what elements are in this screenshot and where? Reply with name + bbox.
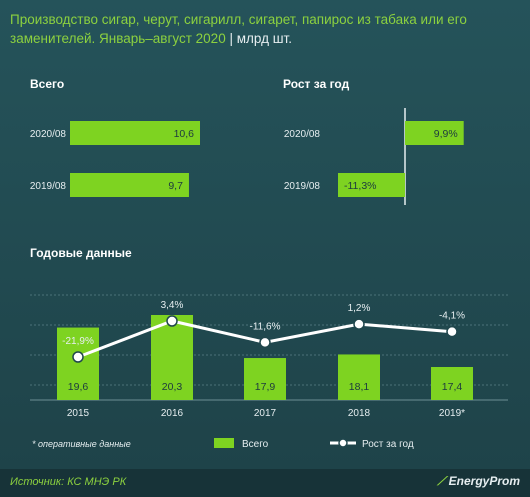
footer: Источник: КС МНЭ РК ⟋ EnergyProm (0, 469, 530, 497)
annual-category-label: 2015 (67, 408, 90, 419)
annual-category-label: 2019* (439, 408, 465, 419)
annual-bar (244, 358, 286, 400)
annual-category-label: 2016 (161, 408, 184, 419)
growth-point-label: -4,1% (439, 311, 465, 322)
annual-bar-label: 18,1 (349, 381, 370, 393)
growth-point (166, 315, 178, 327)
annual-bar (431, 367, 473, 400)
section-title-total: Всего (30, 77, 65, 91)
legend-bar-label: Всего (242, 439, 269, 450)
growth-point-label: -21,9% (62, 336, 94, 347)
total-bar-label: 9,7 (168, 180, 183, 192)
total-category-label: 2020/08 (30, 129, 67, 140)
annual-bar (151, 315, 193, 400)
annual-bar-label: 17,9 (255, 381, 276, 393)
section-title-annual: Годовые данные (30, 246, 132, 260)
total-bar-label: 10,6 (174, 128, 195, 140)
title-text: Производство сигар, черут, сигарилл, сиг… (10, 12, 467, 46)
annual-category-label: 2017 (254, 408, 277, 419)
annual-category-label: 2018 (348, 408, 371, 419)
section-title-growth: Рост за год (283, 77, 350, 91)
growth-point-label: 1,2% (348, 303, 371, 314)
growth-bar-label: -11,3% (344, 180, 377, 192)
title-unit: | млрд шт. (229, 31, 292, 46)
growth-point (353, 318, 365, 330)
legend-line-marker (338, 438, 348, 448)
legend-bar-swatch (214, 438, 234, 448)
growth-point-label: 3,4% (161, 300, 184, 311)
annual-bar-label: 17,4 (442, 381, 463, 393)
total-bar (70, 121, 200, 145)
annual-bar-label: 19,6 (68, 381, 89, 393)
page-title: Производство сигар, черут, сигарилл, сиг… (10, 10, 515, 48)
footnote: * оперативные данные (32, 439, 131, 449)
brand-logo-text: EnergyProm (448, 474, 520, 488)
growth-bar (338, 173, 405, 197)
growth-bar (405, 121, 464, 145)
growth-point (446, 325, 458, 338)
total-category-label: 2019/08 (30, 181, 67, 192)
growth-category-label: 2019/08 (284, 181, 321, 192)
annual-bar (338, 354, 380, 400)
brand-logo: ⟋ EnergyProm (437, 474, 520, 489)
growth-point (72, 351, 84, 363)
annual-bar-label: 20,3 (162, 381, 183, 393)
energyprom-logo-icon: ⟋ (437, 474, 446, 488)
growth-point-label: -11,6% (250, 321, 281, 332)
source-text: Источник: КС МНЭ РК (10, 476, 127, 488)
total-bar (70, 173, 189, 197)
growth-category-label: 2020/08 (284, 129, 321, 140)
growth-point (259, 336, 271, 349)
growth-bar-label: 9,9% (434, 128, 458, 140)
legend-line-label: Рост за год (362, 439, 414, 450)
annual-bar (57, 327, 99, 400)
